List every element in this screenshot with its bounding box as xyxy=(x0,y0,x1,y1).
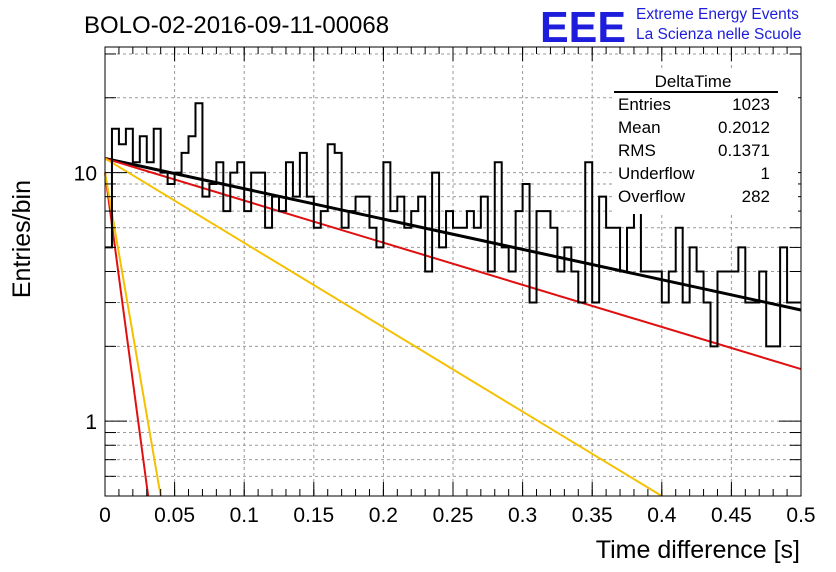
stats-overflow-value: 282 xyxy=(742,187,770,206)
y-tick-label: 10 xyxy=(74,163,97,186)
stats-box-background xyxy=(612,71,798,214)
x-tick-label: 0.35 xyxy=(572,504,613,527)
histogram-steps xyxy=(105,102,801,348)
x-tick-label: 0 xyxy=(99,504,111,527)
eee-logo: EEE xyxy=(540,3,626,52)
fit-curves xyxy=(104,156,802,497)
eee-logo-line1: Extreme Energy Events xyxy=(636,6,799,23)
stats-underflow-value: 1 xyxy=(761,164,770,183)
stats-rms-value: 0.1371 xyxy=(718,141,770,160)
x-tick-label: 0.4 xyxy=(647,504,677,527)
y-tick-label: 1 xyxy=(85,411,97,434)
grid xyxy=(105,47,801,497)
run-title: BOLO-02-2016-09-11-00068 xyxy=(84,12,389,39)
stats-overflow-label: Overflow xyxy=(618,187,686,206)
stats-mean-label: Mean xyxy=(618,118,661,137)
y-axis-title: Entries/bin xyxy=(8,180,36,298)
stats-underflow-label: Underflow xyxy=(618,164,695,183)
red-fit xyxy=(104,157,802,371)
histogram xyxy=(105,102,801,348)
stats-box: DeltaTime Entries 1023 Mean 0.2012 RMS 0… xyxy=(612,71,798,214)
x-tick-label: 0.25 xyxy=(433,504,474,527)
x-tick-label: 0.5 xyxy=(786,504,815,527)
x-tick-label: 0.3 xyxy=(508,504,537,527)
x-tick-label: 0.15 xyxy=(293,504,334,527)
yellow-steep xyxy=(104,172,162,497)
x-tick-label: 0.05 xyxy=(154,504,195,527)
stats-entries-label: Entries xyxy=(618,95,671,114)
stats-mean-value: 0.2012 xyxy=(718,118,770,137)
stats-title: DeltaTime xyxy=(655,72,732,91)
x-tick-label: 0.2 xyxy=(369,504,398,527)
x-tick-label: 0.1 xyxy=(230,504,259,527)
eee-logo-line2: La Scienza nelle Scuole xyxy=(636,26,801,43)
black-fit xyxy=(104,156,802,312)
stats-rms-label: RMS xyxy=(618,141,656,160)
stats-entries-value: 1023 xyxy=(732,95,770,114)
x-axis-title: Time difference [s] xyxy=(596,536,800,564)
axis-ticks: 0 0.05 0.1 0.15 0.2 0.25 0.3 0.35 0.4 0.45 0.5 1 10 xyxy=(74,47,816,527)
yellow-fit xyxy=(104,157,663,497)
x-tick-label: 0.45 xyxy=(711,504,752,527)
